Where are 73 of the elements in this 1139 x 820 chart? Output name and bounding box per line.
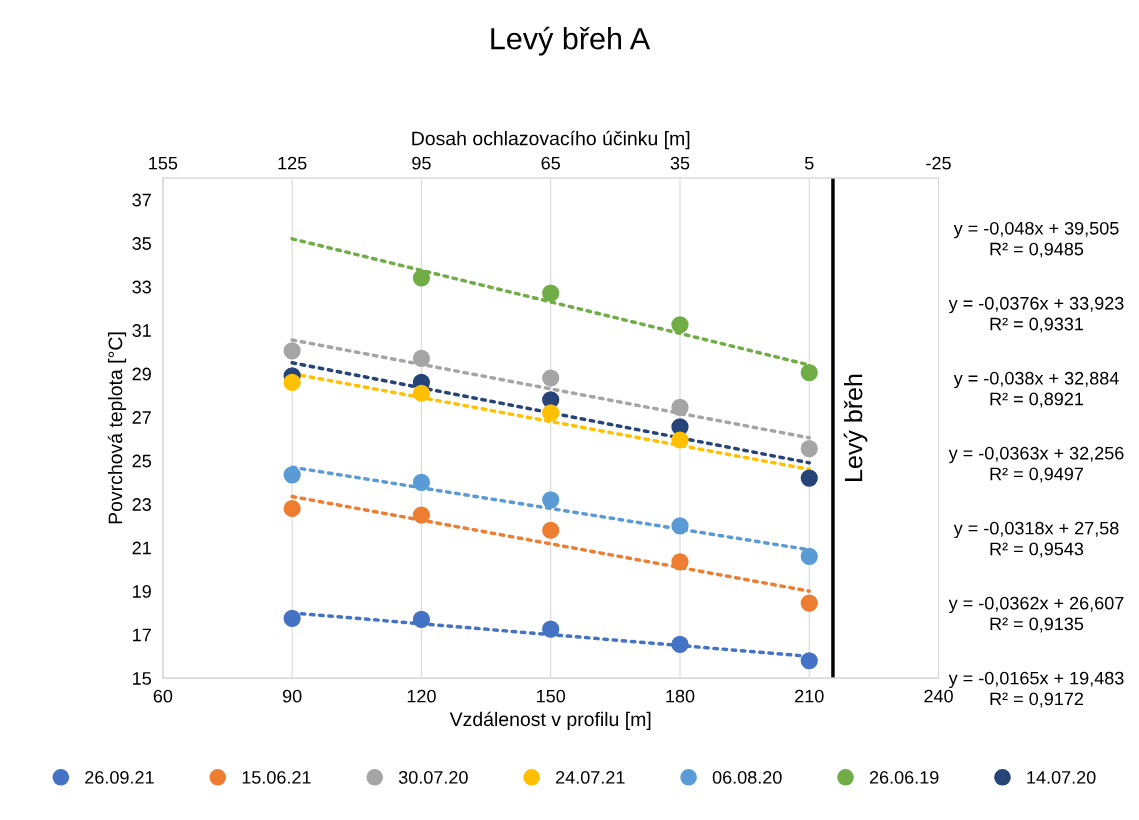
legend-label: 24.07.21 xyxy=(556,771,625,784)
point xyxy=(671,635,689,654)
x-tick-label: 180 xyxy=(666,689,695,703)
point xyxy=(671,553,689,571)
x2-tick-label: 125 xyxy=(278,156,307,170)
point xyxy=(542,404,560,422)
point xyxy=(412,506,431,524)
point xyxy=(542,284,560,302)
y-tick-label: 33 xyxy=(132,280,151,294)
legend-label: 06.08.20 xyxy=(712,771,782,784)
point xyxy=(283,499,301,518)
point xyxy=(283,342,301,360)
y-tick-label: 17 xyxy=(133,628,151,642)
point xyxy=(412,349,431,368)
ref-line-label: Levý břeh xyxy=(843,374,868,481)
point xyxy=(412,269,431,287)
text: y = -0,0363x + 32,256 R² = 0,9497 xyxy=(948,446,1124,483)
legend-label: 26.09.21 xyxy=(85,771,154,784)
text: y = -0,0362x + 26,607 R² = 0,9135 xyxy=(948,596,1124,633)
point xyxy=(800,440,818,458)
y-tick-label: 25 xyxy=(132,454,152,468)
chart-title: Levý břeh A xyxy=(491,26,651,56)
text: y = -0,048x + 39,505 R² = 0,9485 xyxy=(953,221,1119,258)
point xyxy=(283,609,301,627)
point xyxy=(542,620,560,638)
point xyxy=(800,469,818,487)
x-tick-label: 90 xyxy=(282,689,302,703)
legend-label: 14.07.20 xyxy=(1027,771,1096,784)
x2-tick-label: 155 xyxy=(149,156,178,170)
x2-tick-label: 5 xyxy=(804,156,814,170)
point xyxy=(412,384,431,402)
x-tick-label: 60 xyxy=(153,689,173,703)
text: y = -0,0376x + 33,923 R² = 0,9331 xyxy=(948,296,1124,333)
y-tick-label: 35 xyxy=(132,237,152,250)
x-tick-label: 210 xyxy=(795,689,824,703)
y-tick-label: 21 xyxy=(132,541,151,555)
x2-tick-label: 65 xyxy=(541,156,560,170)
y-tick-label: 37 xyxy=(132,193,151,207)
legend-label: 30.07.20 xyxy=(398,771,468,784)
x2-tick-label: 35 xyxy=(670,156,690,170)
point xyxy=(283,466,301,484)
text: y = -0,038x + 32,884 R² = 0,8921 xyxy=(953,371,1119,408)
x-tick-label: 120 xyxy=(407,689,436,703)
legend-label: 26.06.19 xyxy=(869,771,939,784)
point xyxy=(283,373,301,391)
point xyxy=(412,473,431,492)
y-tick-label: 23 xyxy=(132,498,151,511)
point xyxy=(412,610,431,629)
point xyxy=(800,547,818,565)
x2-tick-label: -25 xyxy=(926,156,951,170)
y-tick-label: 15 xyxy=(133,672,152,685)
text: y = -0,0318x + 27,58 R² = 0,9543 xyxy=(953,521,1119,558)
x-tick-label: 240 xyxy=(924,689,953,703)
y-tick-label: 19 xyxy=(133,585,151,598)
x-axis-title: Vzdálenost v profilu [m] xyxy=(449,711,651,730)
y-tick-label: 31 xyxy=(132,324,151,337)
y-tick-label: 27 xyxy=(132,411,151,424)
point xyxy=(800,594,818,612)
point xyxy=(671,398,689,416)
x2-tick-label: 95 xyxy=(412,156,431,170)
point xyxy=(671,431,689,449)
point xyxy=(542,521,560,539)
point xyxy=(542,491,560,509)
y-tick-label: 29 xyxy=(132,367,151,381)
point xyxy=(800,363,818,382)
legend-label: 15.06.21 xyxy=(242,771,311,784)
x2-axis-title: Dosah ochlazovacího účinku [m] xyxy=(412,130,690,150)
x-tick-label: 150 xyxy=(537,689,566,703)
y-axis-title: Povrchová teplota [°C] xyxy=(107,332,127,524)
point xyxy=(542,369,560,387)
point xyxy=(800,652,818,670)
point xyxy=(671,316,689,334)
point xyxy=(671,517,689,535)
